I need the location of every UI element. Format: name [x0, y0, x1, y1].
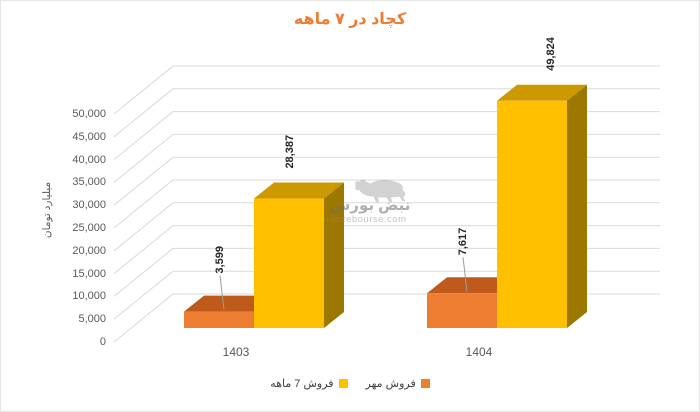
gridline — [113, 65, 660, 115]
data-label: 3,599 — [214, 246, 226, 274]
category-label-1403: 1403 — [222, 345, 250, 359]
watermark-logo-text: نبض بورس — [329, 197, 411, 214]
bar-mehr-1403 — [184, 311, 254, 328]
y-axis-tick-label: 5,000 — [78, 313, 106, 326]
chart-legend: فروش مهر فروش 7 ماهه — [1, 377, 699, 390]
gridline — [113, 88, 660, 138]
bar-side-face — [324, 182, 344, 328]
y-axis-tick-label: 30,000 — [72, 199, 106, 212]
y-axis-tick-label: 50,000 — [72, 108, 106, 120]
legend-swatch-orange — [420, 379, 430, 388]
bar-top-face — [427, 277, 517, 294]
bar-mehr-1404 — [427, 293, 497, 328]
bull-icon — [355, 179, 406, 203]
y-axis-tick-label: 40,000 — [72, 153, 106, 166]
chart-title: کچاد در ۷ ماهه — [293, 11, 407, 28]
y-axis-tick-label: 35,000 — [72, 176, 106, 189]
data-label: 28,387 — [284, 135, 296, 169]
legend-label-forosh-mehr: فروش مهر — [365, 378, 416, 390]
data-label: 7,617 — [457, 228, 469, 256]
data-label-leader-line — [462, 257, 468, 292]
legend-label-forosh-7mah: فروش 7 ماهه — [270, 378, 334, 390]
legend-item-forosh-mehr: فروش مهر — [366, 377, 430, 390]
legend-swatch-yellow — [338, 379, 348, 388]
y-axis-tick-label: 20,000 — [72, 244, 106, 257]
bar-top-face — [184, 295, 274, 312]
bar-7mah-1404 — [497, 100, 567, 329]
data-label-leader-line — [219, 275, 225, 310]
legend-item-forosh-7mah: فروش 7 ماهه — [270, 377, 348, 390]
y-axis-tick-label: 0 — [99, 336, 106, 348]
watermark-url-text: nabzebourse.com — [323, 214, 407, 225]
bar-7mah-1403 — [254, 198, 324, 328]
data-label: 49,824 — [545, 36, 557, 71]
y-axis-tick-label: 10,000 — [72, 290, 106, 303]
y-axis-tick-label: 25,000 — [72, 222, 106, 234]
bar-top-face — [254, 182, 344, 199]
bar-side-face — [567, 84, 587, 329]
bar-top-face — [497, 84, 587, 101]
y-axis-tick-label: 15,000 — [72, 267, 106, 280]
category-label-1404: 1404 — [465, 345, 493, 359]
y-axis-tick-label: 45,000 — [72, 130, 106, 143]
